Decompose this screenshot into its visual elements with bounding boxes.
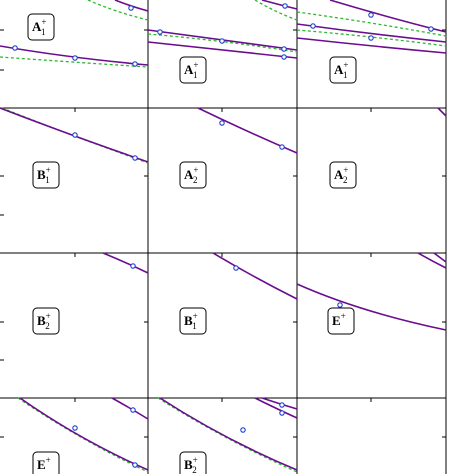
panel-label: B+ 1 [184, 311, 198, 331]
label-box [179, 161, 207, 189]
label-sup: + [341, 311, 346, 321]
label-base: B [37, 167, 46, 182]
label-sup: + [193, 60, 198, 70]
label-base: A [184, 167, 194, 182]
label-box [329, 56, 357, 84]
label-sup: + [193, 455, 198, 465]
label-base: A [184, 62, 194, 77]
panel-label: A+ 1 [184, 60, 198, 80]
label-base: B [184, 457, 193, 472]
panel-label: B+ 2 [37, 311, 51, 331]
label-base: B [184, 313, 193, 328]
label-box [27, 13, 55, 41]
curves [0, 0, 447, 473]
label-box [327, 307, 355, 335]
label-sub: 1 [193, 70, 198, 80]
label-box [179, 451, 207, 474]
label-sub: 1 [343, 70, 348, 80]
label-sup: + [193, 311, 198, 321]
label-sup: + [193, 165, 198, 175]
label-box [32, 307, 60, 335]
panel-label: B+ 1 [37, 165, 51, 185]
label-sup: + [46, 311, 51, 321]
label-base: E [332, 313, 341, 328]
panel-label: A+ 1 [334, 60, 348, 80]
label-base: B [37, 313, 46, 328]
label-box [32, 161, 60, 189]
label-base: E [37, 457, 46, 472]
label-sub: 1 [192, 321, 197, 331]
panel-frames [0, 0, 447, 474]
label-box [179, 56, 207, 84]
data-points [12, 3, 434, 468]
panel-label: E+ [332, 311, 346, 328]
label-sub: 2 [193, 175, 198, 185]
tick-marks [0, 29, 446, 438]
label-sup: + [46, 165, 51, 175]
panel-label: E+ [37, 455, 51, 472]
panel-label: A+ 2 [334, 165, 348, 185]
label-sub: 1 [45, 175, 50, 185]
label-sup: + [343, 60, 348, 70]
label-sub: 2 [192, 465, 197, 474]
label-box [179, 307, 207, 335]
label-base: A [32, 19, 42, 34]
panel-label: A+ 1 [32, 17, 46, 37]
label-sub: 1 [41, 27, 46, 37]
label-sub: 2 [45, 321, 50, 331]
label-sup: + [46, 455, 51, 465]
panel-labels: A+ 1A+ 1 A+ 1B+ 1 A+ 2 A+ 2B+ 2 B+ 1 E+E+ B+ 2 [27, 13, 357, 474]
label-box [32, 451, 60, 474]
label-base: A [334, 167, 344, 182]
label-sup: + [343, 165, 348, 175]
label-base: A [334, 62, 344, 77]
label-sub: 2 [343, 175, 348, 185]
label-box [329, 161, 357, 189]
label-sup: + [41, 17, 46, 27]
panel-label: A+ 2 [184, 165, 198, 185]
panel-label: B+ 2 [184, 455, 198, 474]
